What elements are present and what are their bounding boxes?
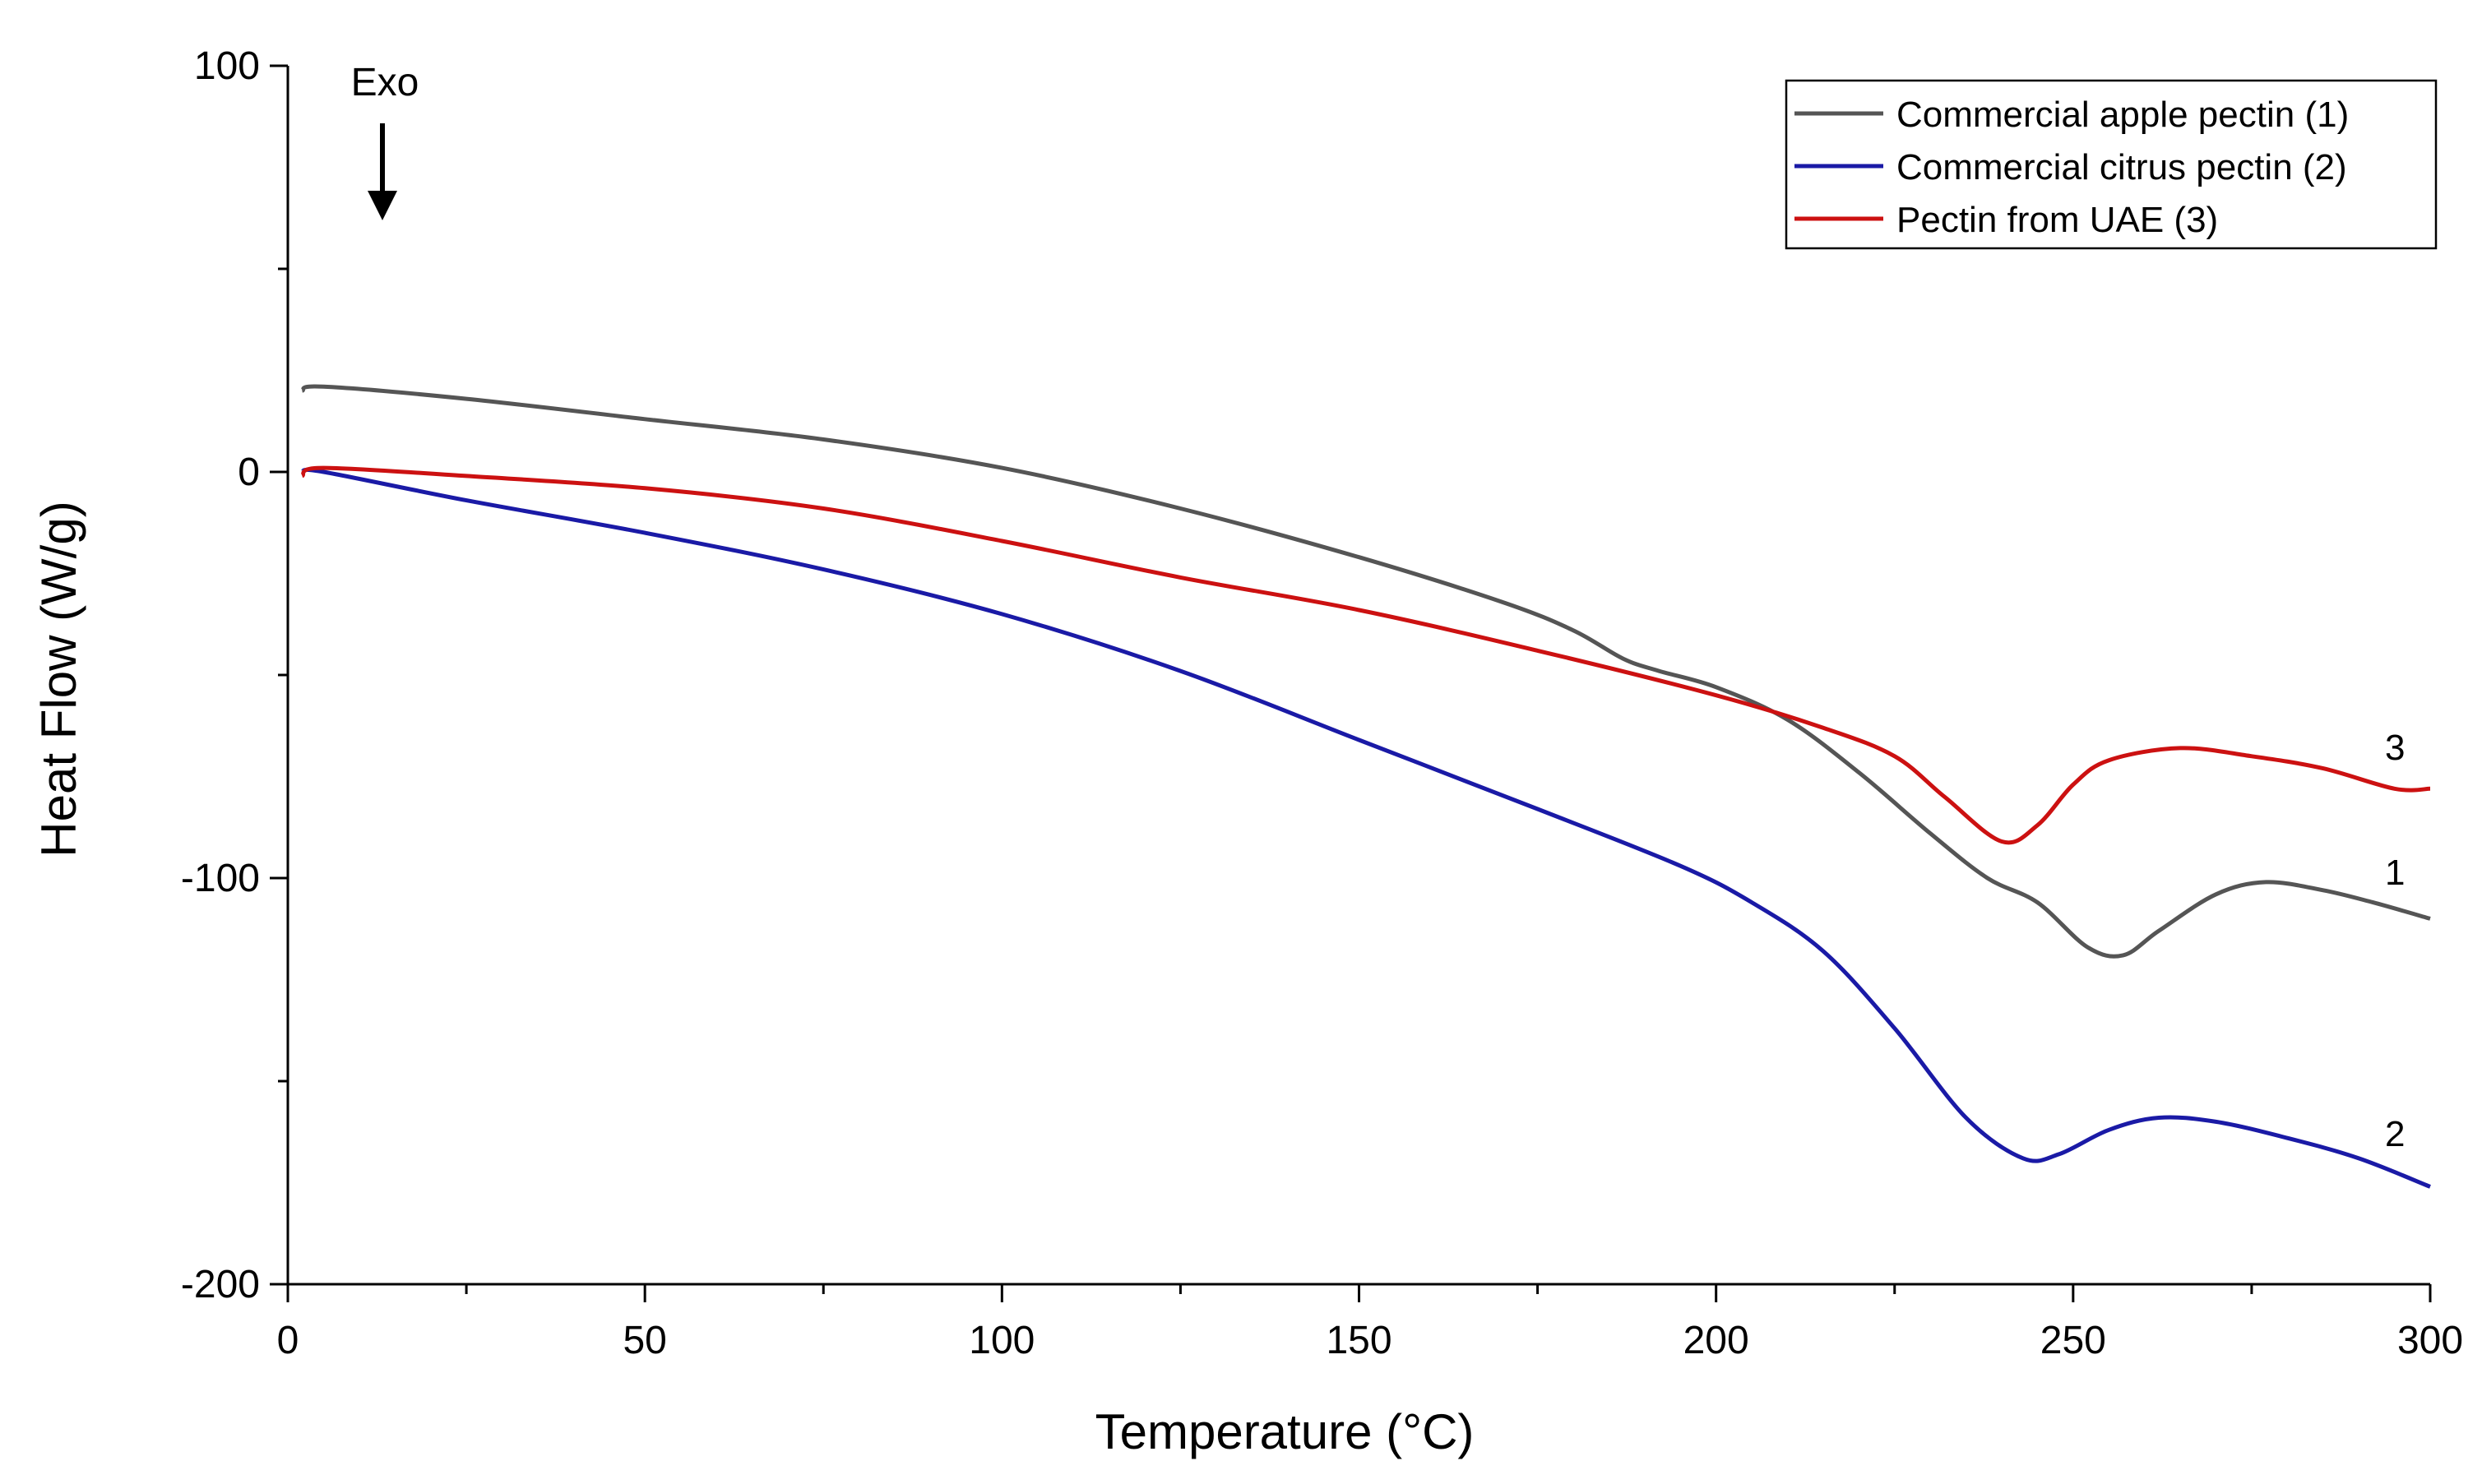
annotations: Exo: [351, 61, 419, 220]
y-tick-label: -200: [181, 1263, 260, 1306]
legend-box: [1785, 79, 2438, 250]
x-tick-label: 0: [277, 1319, 299, 1362]
series-line-citrus: [300, 467, 2431, 1189]
x-tick-label: 50: [623, 1319, 666, 1362]
x-tick-label: 250: [2040, 1319, 2106, 1362]
x-tick-label: 100: [969, 1319, 1035, 1362]
series-line-apple: [300, 384, 2431, 959]
axes: 0 50 100 150 200 250 300 -200 -100 0 100: [181, 44, 2463, 1362]
curve-label-2: 2: [2385, 1114, 2405, 1154]
x-tick-label: 300: [2397, 1319, 2463, 1362]
legend: Commercial apple pectin (1) Commercial c…: [1785, 79, 2438, 250]
x-axis-title: Temperature (°C): [1095, 1404, 1475, 1459]
curve-label-1: 1: [2385, 853, 2405, 893]
legend-label-uae: Pectin from UAE (3): [1896, 200, 2218, 240]
exo-arrow-icon: [368, 123, 397, 220]
curve-label-3: 3: [2385, 728, 2405, 768]
x-tick-label: 150: [1326, 1319, 1391, 1362]
legend-label-citrus: Commercial citrus pectin (2): [1896, 147, 2347, 187]
y-tick-label: 100: [194, 44, 260, 88]
y-tick-label: -100: [181, 857, 260, 900]
x-tick-label: 200: [1683, 1319, 1749, 1362]
y-axis-title: Heat Flow (W/g): [31, 501, 86, 857]
series-line-uae: [300, 465, 2431, 845]
curve-labels: 1 2 3: [2385, 728, 2405, 1154]
curves: [300, 384, 2431, 1189]
exo-annotation-label: Exo: [351, 61, 419, 104]
y-tick-label: 0: [238, 451, 260, 494]
legend-label-apple: Commercial apple pectin (1): [1896, 95, 2349, 135]
